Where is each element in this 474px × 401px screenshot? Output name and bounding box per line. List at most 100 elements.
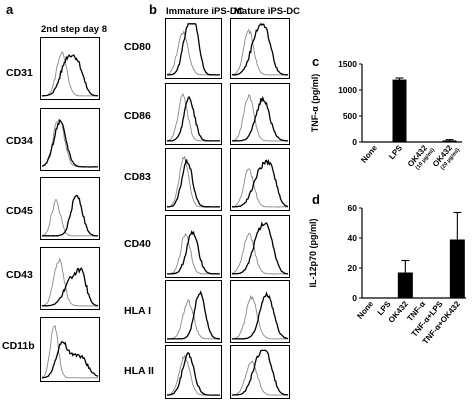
histogram-plot bbox=[230, 148, 290, 211]
isotype-control-trace bbox=[41, 119, 99, 168]
isotype-control-trace bbox=[166, 355, 221, 396]
marker-stain-trace bbox=[41, 53, 98, 97]
histogram-plot bbox=[165, 345, 222, 399]
y-tick-label: 0 bbox=[352, 293, 357, 303]
histogram-plot bbox=[230, 345, 290, 399]
isotype-control-trace bbox=[166, 30, 220, 76]
histogram-plot bbox=[165, 18, 222, 79]
histogram-svg bbox=[231, 22, 289, 76]
histogram-plot bbox=[40, 247, 100, 310]
y-tick-label: 1000 bbox=[338, 85, 357, 95]
histogram-plot bbox=[230, 83, 290, 145]
marker-stain-trace bbox=[166, 351, 221, 396]
panel-a-marker-label: CD34 bbox=[6, 135, 33, 147]
histogram-svg bbox=[41, 194, 98, 237]
panel-a-marker-label: CD11b bbox=[2, 340, 35, 352]
y-tick-label: 40 bbox=[348, 233, 358, 243]
histogram-svg bbox=[166, 230, 221, 275]
marker-stain-trace bbox=[167, 230, 221, 275]
histogram-plot bbox=[165, 215, 222, 278]
marker-stain-trace bbox=[231, 158, 289, 208]
histogram-plot bbox=[165, 280, 222, 343]
y-axis-label: TNF-α (pg/ml) bbox=[310, 74, 320, 133]
bar bbox=[449, 239, 465, 298]
histogram-svg bbox=[41, 118, 99, 168]
marker-stain-trace bbox=[232, 291, 289, 340]
y-tick-label: 0 bbox=[352, 137, 357, 147]
isotype-control-trace bbox=[231, 232, 289, 275]
panel-c-letter: c bbox=[312, 54, 320, 69]
bar bbox=[442, 140, 457, 142]
histogram-svg bbox=[41, 257, 99, 307]
isotype-control-trace bbox=[41, 198, 98, 237]
histogram-svg bbox=[166, 92, 221, 142]
histogram-svg bbox=[41, 325, 99, 379]
histogram-plot bbox=[230, 280, 290, 343]
isotype-control-trace bbox=[231, 94, 289, 142]
panel-b-marker-label: CD80 bbox=[124, 41, 151, 53]
isotype-control-trace bbox=[41, 325, 98, 379]
y-tick-label: 60 bbox=[348, 203, 358, 213]
marker-stain-trace bbox=[231, 95, 289, 142]
histogram-svg bbox=[166, 351, 221, 396]
isotype-control-trace bbox=[41, 257, 98, 307]
marker-stain-trace bbox=[41, 118, 99, 168]
marker-stain-trace bbox=[42, 194, 98, 237]
x-tick-label: None bbox=[359, 143, 379, 165]
panel-b-header-immature: Immature iPS-DC bbox=[166, 6, 244, 17]
marker-stain-trace bbox=[41, 340, 99, 379]
marker-stain-trace bbox=[231, 221, 289, 275]
marker-stain-trace bbox=[166, 95, 220, 142]
isotype-control-trace bbox=[231, 294, 288, 340]
panel-b-marker-label: HLA II bbox=[124, 365, 154, 377]
panel-a-marker-label: CD45 bbox=[6, 205, 33, 217]
histogram-svg bbox=[231, 94, 289, 142]
histogram-svg bbox=[166, 155, 221, 208]
panel-b-marker-label: HLA I bbox=[124, 305, 152, 317]
bar bbox=[397, 272, 413, 298]
panel-d-letter: d bbox=[312, 192, 320, 207]
y-tick-label: 20 bbox=[348, 263, 358, 273]
marker-stain-trace bbox=[231, 349, 289, 396]
x-tick-label: OK432 bbox=[387, 299, 411, 325]
x-tick-label: None bbox=[355, 299, 375, 321]
histogram-svg bbox=[231, 158, 289, 208]
panel-b-letter: b bbox=[149, 2, 157, 17]
histogram-plot bbox=[40, 37, 100, 100]
isotype-control-trace bbox=[232, 360, 288, 396]
marker-stain-trace bbox=[166, 290, 221, 340]
panel-a-marker-label: CD43 bbox=[6, 269, 33, 281]
isotype-control-trace bbox=[41, 51, 99, 97]
isotype-control-trace bbox=[166, 155, 221, 208]
y-tick-label: 1500 bbox=[338, 60, 357, 69]
panel-a-marker-label: CD31 bbox=[6, 67, 33, 79]
marker-stain-trace bbox=[166, 159, 221, 208]
histogram-plot bbox=[165, 148, 222, 211]
isotype-control-trace bbox=[167, 92, 221, 142]
isotype-control-trace bbox=[231, 28, 289, 76]
marker-stain-trace bbox=[166, 23, 221, 76]
histogram-plot bbox=[40, 108, 100, 171]
histogram-svg bbox=[231, 221, 289, 275]
panel-b-marker-label: CD40 bbox=[124, 238, 151, 250]
panel-b-header-mature: Mature iPS-DC bbox=[234, 6, 300, 17]
histogram-svg bbox=[166, 290, 221, 340]
histogram-plot bbox=[40, 177, 100, 240]
panel-a-header: 2nd step day 8 bbox=[41, 24, 107, 35]
histogram-plot bbox=[230, 215, 290, 278]
isotype-control-trace bbox=[166, 232, 221, 275]
panel-b-marker-label: CD83 bbox=[124, 171, 151, 183]
histogram-plot bbox=[165, 83, 222, 145]
histogram-plot bbox=[40, 317, 100, 382]
panel-a-letter: a bbox=[6, 2, 14, 17]
y-axis-label: IL-12p70 (pg/ml) bbox=[308, 218, 318, 287]
x-tick-label: LPS bbox=[387, 143, 404, 161]
panel-b-marker-label: CD86 bbox=[124, 110, 151, 122]
y-tick-label: 500 bbox=[343, 111, 357, 121]
isotype-control-trace bbox=[231, 168, 289, 208]
histogram-svg bbox=[41, 51, 99, 97]
marker-stain-trace bbox=[42, 267, 99, 307]
marker-stain-trace bbox=[231, 22, 288, 76]
